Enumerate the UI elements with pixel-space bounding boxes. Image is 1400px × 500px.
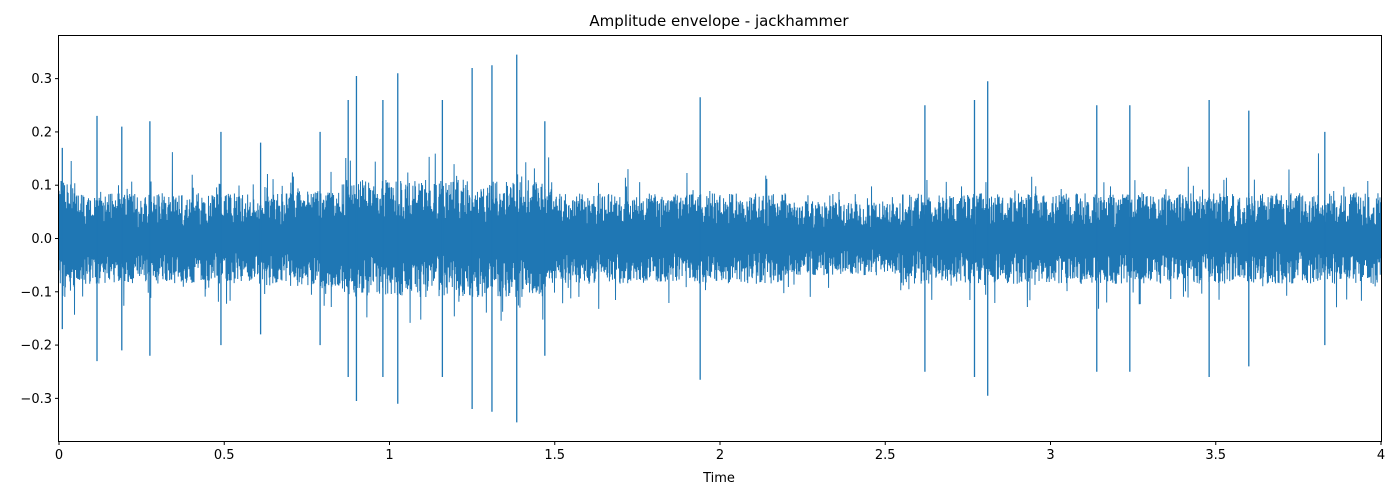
x-axis: 0 0.5 1 1.5 2 2.5 3 3.5 4: [55, 441, 1385, 463]
y-tick-label: −0.2: [20, 339, 52, 354]
y-tick-label: 0.1: [31, 179, 52, 194]
x-tick-label: 4: [1377, 448, 1385, 463]
y-tick-label: 0.3: [31, 72, 52, 87]
waveform-line: [58, 152, 1382, 323]
x-tick-label: 1: [385, 448, 393, 463]
x-tick-label: 0: [55, 448, 63, 463]
series-layer: [58, 54, 1382, 423]
x-tick-label: 2: [716, 448, 724, 463]
y-tick-label: 0.2: [31, 125, 52, 140]
y-tick-label: −0.1: [20, 285, 52, 300]
x-tick-label: 2.5: [875, 448, 896, 463]
x-tick-label: 3: [1046, 448, 1054, 463]
y-axis: 0.3 0.2 0.1 0.0 −0.1 −0.2 −0.3: [20, 72, 59, 407]
x-tick-label: 0.5: [214, 448, 235, 463]
x-tick-label: 3.5: [1205, 448, 1226, 463]
y-tick-label: 0.0: [31, 232, 52, 247]
y-tick-label: −0.3: [20, 392, 52, 407]
x-tick-label: 1.5: [544, 448, 565, 463]
chart-title: Amplitude envelope - jackhammer: [589, 12, 849, 30]
x-axis-label: Time: [702, 471, 735, 486]
